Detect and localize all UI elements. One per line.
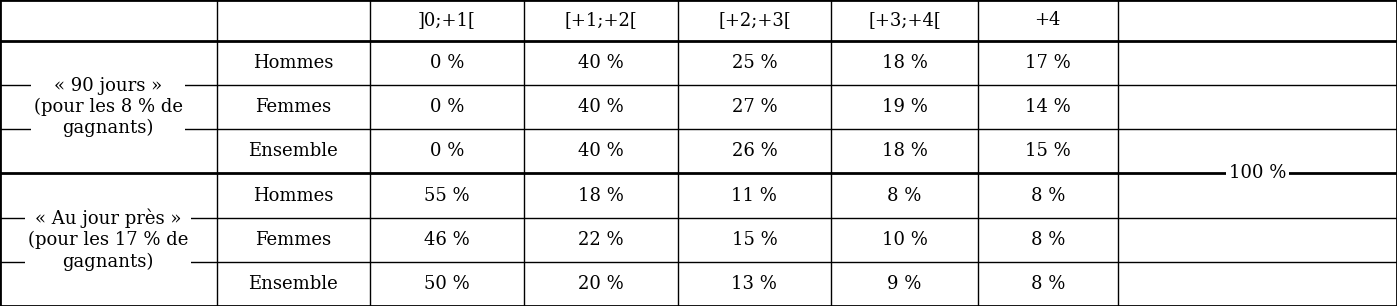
Text: 0 %: 0 %: [430, 142, 464, 160]
Text: 20 %: 20 %: [578, 275, 623, 293]
Text: 18 %: 18 %: [882, 54, 928, 72]
Text: 15 %: 15 %: [732, 231, 777, 249]
Text: 19 %: 19 %: [882, 98, 928, 116]
Text: 8 %: 8 %: [1031, 186, 1065, 204]
Text: 55 %: 55 %: [425, 186, 469, 204]
Text: 40 %: 40 %: [578, 142, 623, 160]
Text: 8 %: 8 %: [1031, 275, 1065, 293]
Text: 11 %: 11 %: [732, 186, 777, 204]
Text: 25 %: 25 %: [732, 54, 777, 72]
Text: 100 %: 100 %: [1228, 164, 1287, 182]
Text: 26 %: 26 %: [732, 142, 777, 160]
Text: [+2;+3[: [+2;+3[: [718, 11, 791, 29]
Text: 8 %: 8 %: [1031, 231, 1065, 249]
Text: Femmes: Femmes: [256, 231, 331, 249]
Text: Hommes: Hommes: [253, 54, 334, 72]
Text: Femmes: Femmes: [256, 98, 331, 116]
Text: 14 %: 14 %: [1025, 98, 1070, 116]
Text: 8 %: 8 %: [887, 186, 922, 204]
Text: 10 %: 10 %: [882, 231, 928, 249]
Text: Ensemble: Ensemble: [249, 142, 338, 160]
Text: « Au jour près »
(pour les 17 % de
gagnants): « Au jour près » (pour les 17 % de gagna…: [28, 209, 189, 271]
Text: 17 %: 17 %: [1025, 54, 1070, 72]
Text: 0 %: 0 %: [430, 98, 464, 116]
Text: Hommes: Hommes: [253, 186, 334, 204]
Text: 40 %: 40 %: [578, 54, 623, 72]
Text: 27 %: 27 %: [732, 98, 777, 116]
Text: 18 %: 18 %: [578, 186, 623, 204]
Text: 40 %: 40 %: [578, 98, 623, 116]
Text: [+3;+4[: [+3;+4[: [868, 11, 942, 29]
Text: ]0;+1[: ]0;+1[: [418, 11, 476, 29]
Text: 18 %: 18 %: [882, 142, 928, 160]
Text: 50 %: 50 %: [425, 275, 469, 293]
Text: [+1;+2[: [+1;+2[: [564, 11, 637, 29]
Text: 13 %: 13 %: [732, 275, 777, 293]
Text: 15 %: 15 %: [1025, 142, 1070, 160]
Text: 46 %: 46 %: [425, 231, 469, 249]
Text: 22 %: 22 %: [578, 231, 623, 249]
Text: +4: +4: [1035, 11, 1060, 29]
Text: « 90 jours »
(pour les 8 % de
gagnants): « 90 jours » (pour les 8 % de gagnants): [34, 77, 183, 137]
Text: 9 %: 9 %: [887, 275, 922, 293]
Text: 0 %: 0 %: [430, 54, 464, 72]
Text: Ensemble: Ensemble: [249, 275, 338, 293]
